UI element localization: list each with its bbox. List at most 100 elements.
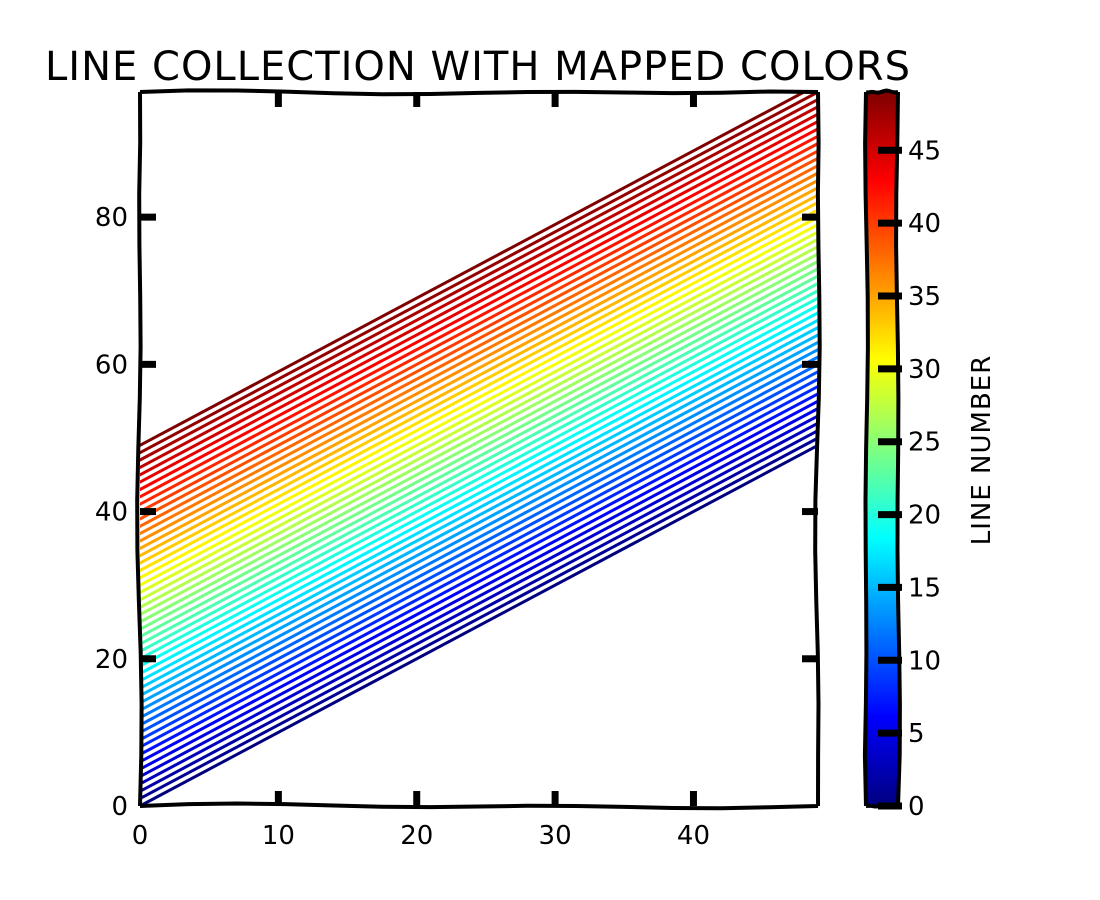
line-43 [140,125,818,493]
plot-frame [135,88,822,811]
line-stroke [140,193,818,558]
line-19 [140,302,818,670]
colorbar-tick-label: 45 [908,136,941,166]
line-stroke [140,134,818,499]
line-44 [140,117,818,486]
line-47 [140,95,818,464]
line-0 [140,441,818,806]
line-10 [140,368,818,736]
line-stroke [140,399,818,764]
line-48 [140,92,818,457]
line-stroke [140,208,818,572]
line-15 [140,331,818,700]
line-stroke [140,355,818,720]
colorbar-tick-label: 35 [908,282,941,312]
colorbar-fill [866,92,898,806]
line-17 [140,316,818,685]
line-stroke [140,237,818,602]
x-tick-label: 20 [400,821,433,851]
line-18 [140,309,818,677]
line-stroke [140,311,818,675]
line-stroke [140,370,818,734]
line-stroke [140,318,818,683]
colorbar-tick-label: 0 [908,792,925,822]
line-22 [140,279,818,648]
line-stroke [140,200,818,565]
line-stroke [140,223,818,587]
line-6 [140,397,818,766]
line-stroke [140,326,818,690]
line-9 [140,375,818,744]
line-stroke [140,407,818,771]
line-stroke [140,119,818,484]
line-42 [140,132,818,501]
line-39 [140,154,818,523]
y-tick-label: 40 [95,498,128,528]
line-25 [140,257,818,626]
line-stroke [140,281,818,646]
line-20 [140,294,818,663]
line-stroke [140,421,818,786]
line-5 [140,405,818,773]
y-tick-label: 60 [95,350,128,380]
line-stroke [140,267,818,631]
line-37 [140,169,818,538]
colorbar-frame [862,88,902,809]
colorbar-tick-label: 20 [908,501,941,531]
colorbar-tick-label: 30 [908,355,941,385]
line-35 [140,184,818,552]
colorbar-tick-label: 5 [908,719,925,749]
line-stroke [140,252,818,617]
colorbar-tick-label: 10 [908,646,941,676]
line-32 [140,206,818,574]
line-36 [140,176,818,545]
x-tick-label: 10 [262,821,295,851]
line-stroke [140,105,818,469]
line-40 [140,147,818,516]
colorbar-tick-label: 15 [908,573,941,603]
line-stroke [140,171,818,536]
line-21 [140,287,818,655]
chart-title: LINE COLLECTION WITH MAPPED COLORS [45,44,911,90]
line-49 [140,92,812,449]
line-26 [140,250,818,619]
y-tick-label: 20 [95,645,128,675]
colorbar-label: LINE NUMBER [967,355,997,546]
line-28 [140,235,818,604]
line-stroke [140,443,818,806]
line-stroke [140,92,808,447]
line-stroke [140,215,818,580]
line-stroke [140,178,818,543]
colorbar-tick-label: 40 [908,209,941,239]
y-tick-label: 0 [111,792,128,822]
line-stroke [140,362,818,727]
line-7 [140,390,818,758]
line-29 [140,228,818,596]
y-tick-label: 80 [95,203,128,233]
line-27 [140,243,818,611]
line-stroke [140,392,818,756]
line-stroke [140,289,818,653]
line-stroke [140,259,818,624]
line-12 [140,353,818,722]
line-stroke [140,436,818,801]
line-8 [140,382,818,751]
line-stroke [140,127,818,491]
axis-ticks: 0 10 20 30 40 0 20 40 60 80 [95,92,818,851]
line-31 [140,213,818,582]
line-stroke [140,340,818,705]
line-stroke [140,348,818,712]
line-stroke [140,164,818,528]
line-stroke [140,274,818,639]
line-stroke [140,304,818,668]
line-16 [140,324,818,692]
line-33 [140,198,818,567]
line-24 [140,265,818,633]
x-tick-label: 0 [132,821,149,851]
colorbar-tick-label: 25 [908,428,941,458]
line-stroke [140,429,818,793]
line-stroke [140,97,818,462]
line-2 [140,427,818,795]
